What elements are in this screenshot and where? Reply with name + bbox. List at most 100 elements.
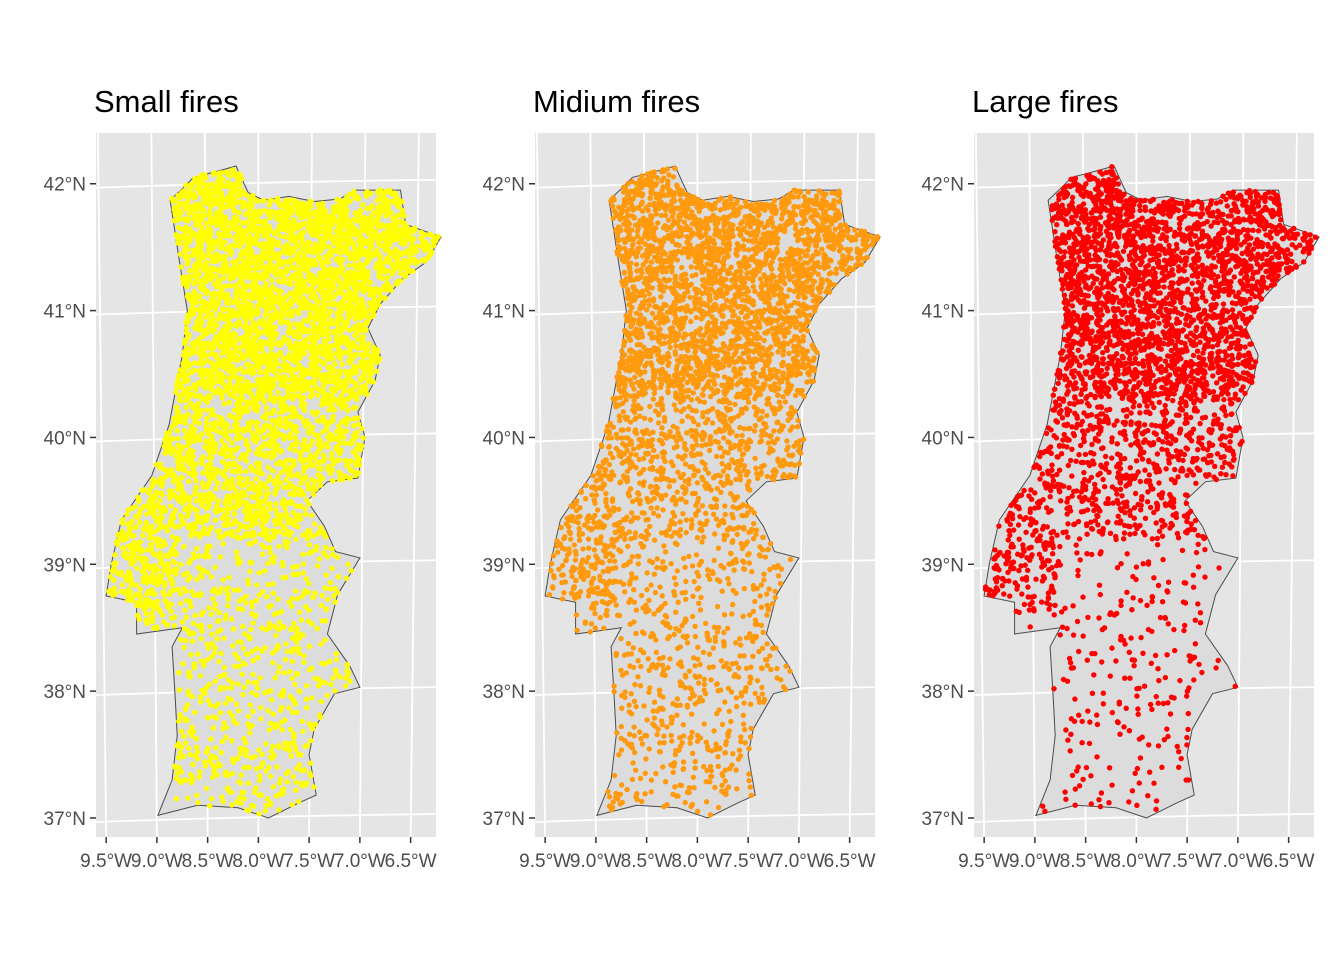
small-fires-fire-point: [151, 605, 157, 611]
small-fires-fire-point: [204, 546, 210, 552]
small-fires-fire-point: [374, 235, 381, 242]
small-fires-fire-point: [150, 550, 156, 556]
small-fires-fire-point: [235, 375, 241, 381]
small-fires-fire-point: [249, 480, 255, 487]
small-fires-fire-point: [301, 256, 307, 262]
small-fires-fire-point: [174, 378, 181, 384]
small-fires-fire-point: [262, 399, 268, 405]
small-fires-fire-point: [203, 352, 209, 359]
small-fires-fire-point: [316, 366, 322, 372]
small-fires-fire-point: [143, 611, 149, 617]
small-fires-fire-point: [223, 734, 229, 740]
small-fires-fire-point: [187, 599, 193, 605]
small-fires-fire-point: [256, 592, 263, 598]
small-fires-fire-point: [365, 378, 372, 384]
small-fires-fire-point: [198, 699, 204, 705]
small-fires-fire-point: [304, 497, 310, 503]
small-fires-fire-point: [302, 506, 308, 512]
small-fires-fire-point: [285, 213, 292, 219]
small-fires-fire-point: [204, 367, 210, 373]
small-fires-fire-point: [330, 436, 336, 442]
small-fires-fire-point: [135, 555, 141, 561]
small-fires-fire-point: [269, 284, 276, 290]
small-fires-fire-point: [250, 620, 256, 626]
small-fires-fire-point: [219, 417, 225, 424]
small-fires-fire-point: [315, 392, 321, 398]
small-fires-fire-point: [300, 211, 306, 217]
small-fires-fire-point: [200, 662, 207, 669]
small-fires-fire-point: [214, 502, 220, 509]
small-fires-fire-point: [410, 268, 416, 274]
small-fires-fire-point: [245, 679, 251, 685]
small-fires-fire-point: [219, 794, 225, 800]
small-fires-fire-point: [183, 359, 189, 365]
small-fires-fire-point: [169, 615, 175, 621]
small-fires-fire-point: [194, 232, 201, 239]
small-fires-fire-point: [219, 738, 226, 745]
small-fires-fire-point: [245, 780, 252, 786]
small-fires-fire-point: [322, 661, 328, 667]
small-fires-fire-point: [266, 477, 272, 483]
small-fires-fire-point: [224, 505, 230, 511]
small-fires-fire-point: [265, 490, 271, 496]
small-fires-fire-point: [346, 262, 352, 269]
small-fires-fire-point: [237, 412, 243, 418]
small-fires-fire-point: [318, 459, 324, 465]
small-fires-fire-point: [238, 344, 244, 350]
small-fires-fire-point: [228, 697, 234, 703]
small-fires-fire-point: [283, 477, 289, 483]
small-fires-fire-point: [239, 240, 245, 246]
small-fires-fire-point: [249, 522, 255, 529]
small-fires-fire-point: [303, 576, 309, 582]
small-fires-fire-point: [409, 229, 415, 235]
small-fires-fire-point: [296, 377, 302, 383]
small-fires-fire-point: [352, 431, 359, 437]
small-fires-fire-point: [237, 751, 244, 757]
small-fires-fire-point: [275, 723, 281, 729]
small-fires-fire-point: [283, 415, 289, 422]
small-fires-fire-point: [270, 468, 276, 474]
small-fires-fire-point: [269, 417, 275, 424]
small-fires-fire-point: [194, 756, 201, 762]
small-fires-fire-point: [296, 486, 303, 492]
small-fires-fire-point: [185, 443, 191, 449]
small-fires-fire-point: [241, 297, 247, 304]
small-fires-fire-point: [252, 789, 258, 795]
small-fires-fire-point: [400, 250, 406, 256]
small-fires-fire-point: [190, 346, 197, 352]
small-fires-fire-point: [292, 321, 298, 327]
small-fires-fire-point: [223, 453, 229, 459]
small-fires-fire-point: [335, 343, 341, 349]
small-fires-fire-point: [272, 399, 278, 405]
small-fires-fire-point: [212, 601, 219, 607]
small-fires-fire-point: [168, 503, 174, 509]
small-fires-fire-point: [209, 375, 215, 381]
small-fires-fire-point: [261, 207, 268, 214]
small-fires-fire-point: [271, 352, 277, 358]
small-fires-fire-point: [229, 481, 235, 487]
small-fires-fire-point: [322, 585, 328, 591]
small-fires-fire-point: [162, 579, 168, 586]
small-fires-fire-point: [303, 345, 309, 351]
small-fires-fire-point: [210, 171, 217, 177]
small-fires-fire-point: [235, 218, 241, 224]
small-fires-fire-point: [285, 389, 291, 395]
small-fires-fire-point: [281, 279, 287, 285]
small-fires-fire-point: [225, 435, 231, 442]
small-fires-fire-point: [236, 479, 242, 486]
small-fires-fire-point: [180, 661, 186, 667]
small-fires-fire-point: [189, 724, 195, 730]
small-fires-fire-point: [270, 711, 276, 717]
small-fires-fire-point: [277, 416, 283, 422]
small-fires-fire-point: [187, 275, 193, 281]
small-fires-fire-point: [256, 811, 262, 817]
small-fires-fire-point: [255, 685, 261, 691]
small-fires-fire-point: [195, 799, 201, 806]
small-fires-fire-point: [302, 443, 308, 449]
small-fires-fire-point: [346, 357, 352, 364]
small-fires-fire-point: [194, 186, 200, 192]
small-fires-fire-point: [340, 398, 347, 405]
small-fires-fire-point: [322, 637, 328, 643]
small-fires-fire-point: [292, 265, 298, 271]
small-fires-fire-point: [336, 368, 342, 374]
